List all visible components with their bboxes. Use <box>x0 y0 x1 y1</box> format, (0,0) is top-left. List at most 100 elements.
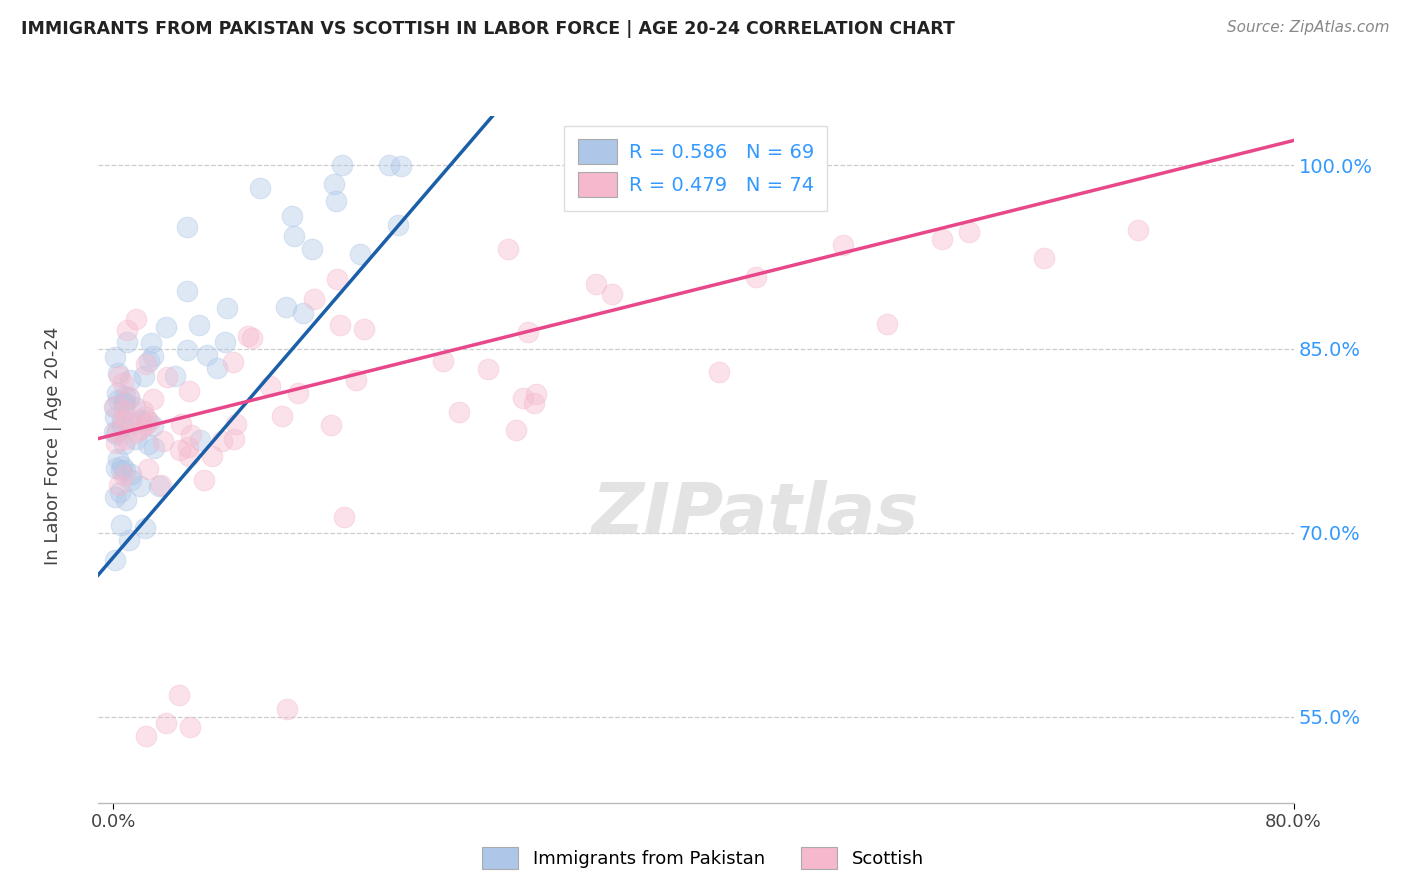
Point <box>176 219 198 234</box>
Point <box>156 370 179 384</box>
Point <box>135 357 157 371</box>
Point <box>498 242 520 256</box>
Point <box>124 401 146 415</box>
Point <box>105 385 128 400</box>
Point <box>876 317 898 331</box>
Point <box>325 194 347 209</box>
Point <box>103 425 125 439</box>
Point <box>105 426 128 441</box>
Point <box>214 334 236 349</box>
Point <box>111 459 134 474</box>
Point <box>155 715 177 730</box>
Point <box>477 362 499 376</box>
Point <box>330 158 353 172</box>
Point <box>114 388 136 402</box>
Point <box>188 318 211 333</box>
Point <box>114 463 136 477</box>
Point <box>104 552 127 566</box>
Point <box>115 433 138 447</box>
Point <box>523 396 546 410</box>
Point <box>176 284 198 298</box>
Point <box>344 373 367 387</box>
Point <box>134 410 156 425</box>
Point <box>281 209 304 223</box>
Point <box>120 473 142 487</box>
Point <box>110 485 132 500</box>
Point <box>110 463 132 477</box>
Point <box>321 418 343 433</box>
Point <box>152 434 174 448</box>
Point <box>249 181 271 195</box>
Point <box>180 428 202 442</box>
Point <box>135 729 157 743</box>
Point <box>211 434 233 449</box>
Point <box>326 272 349 286</box>
Point <box>103 401 125 415</box>
Point <box>138 354 160 368</box>
Point <box>132 404 155 418</box>
Point <box>112 467 135 482</box>
Point <box>111 413 134 427</box>
Point <box>134 521 156 535</box>
Legend: Immigrants from Pakistan, Scottish: Immigrants from Pakistan, Scottish <box>475 839 931 876</box>
Point <box>111 414 134 428</box>
Point <box>104 350 127 364</box>
Point <box>505 423 527 437</box>
Point <box>107 452 129 467</box>
Point <box>222 355 245 369</box>
Point <box>167 689 190 703</box>
Point <box>1032 251 1054 265</box>
Point <box>138 415 160 429</box>
Point <box>179 449 201 463</box>
Text: In Labor Force | Age 20-24: In Labor Force | Age 20-24 <box>45 326 62 566</box>
Point <box>170 417 193 432</box>
Text: IMMIGRANTS FROM PAKISTAN VS SCOTTISH IN LABOR FORCE | AGE 20-24 CORRELATION CHAR: IMMIGRANTS FROM PAKISTAN VS SCOTTISH IN … <box>21 20 955 37</box>
Point <box>142 392 165 406</box>
Point <box>136 462 159 476</box>
Point <box>118 391 141 405</box>
Point <box>190 434 212 448</box>
Point <box>292 306 315 320</box>
Point <box>104 399 127 413</box>
Point <box>155 319 177 334</box>
Point <box>120 467 142 482</box>
Point <box>120 416 142 430</box>
Point <box>163 369 186 384</box>
Point <box>107 366 129 380</box>
Point <box>176 343 198 358</box>
Point <box>512 391 534 405</box>
Point <box>139 336 162 351</box>
Point <box>179 384 201 398</box>
Point <box>117 334 139 349</box>
Point <box>329 318 352 333</box>
Point <box>449 405 471 419</box>
Point <box>193 474 215 488</box>
Legend: R = 0.586   N = 69, R = 0.479   N = 74: R = 0.586 N = 69, R = 0.479 N = 74 <box>564 126 828 211</box>
Point <box>112 436 135 450</box>
Point <box>125 311 148 326</box>
Point <box>107 392 129 407</box>
Point <box>132 368 155 383</box>
Point <box>177 440 200 454</box>
Point <box>387 219 409 233</box>
Point <box>108 477 131 491</box>
Point <box>240 331 263 345</box>
Point <box>225 417 247 432</box>
Point <box>707 365 730 379</box>
Point <box>217 301 239 315</box>
Point <box>524 387 547 401</box>
Point <box>1128 223 1150 237</box>
Point <box>112 404 135 418</box>
Point <box>353 322 375 336</box>
Point <box>115 412 138 426</box>
Point <box>432 354 454 368</box>
Point <box>136 413 159 427</box>
Text: Source: ZipAtlas.com: Source: ZipAtlas.com <box>1226 20 1389 35</box>
Point <box>142 418 165 433</box>
Point <box>129 422 152 436</box>
Point <box>118 533 141 547</box>
Point <box>111 376 134 390</box>
Point <box>259 379 281 393</box>
Point <box>745 270 768 285</box>
Point <box>115 323 138 337</box>
